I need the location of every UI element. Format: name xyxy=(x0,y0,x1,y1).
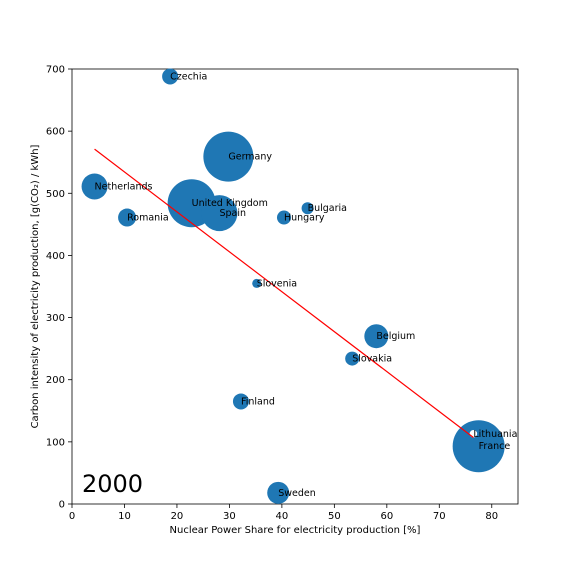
data-points xyxy=(81,68,505,504)
y-tick-label: 0 xyxy=(59,500,65,511)
data-point-marker xyxy=(267,481,290,504)
trend-line-group xyxy=(94,148,474,438)
y-tick-label: 700 xyxy=(46,65,65,76)
point-label: France xyxy=(479,441,511,452)
y-tick-label: 200 xyxy=(46,375,65,386)
point-label: Germany xyxy=(228,152,272,163)
x-tick-label: 10 xyxy=(118,511,131,522)
y-axis: 0 100 200 300 400 500 600 700 xyxy=(46,65,72,511)
year-annotation: 2000 xyxy=(82,470,143,498)
point-label: Spain xyxy=(219,208,246,219)
data-point-marker xyxy=(81,173,108,200)
point-label: Finland xyxy=(241,396,275,407)
data-point-marker xyxy=(364,324,389,349)
point-label: Hungary xyxy=(284,213,325,224)
trend-line xyxy=(94,148,474,438)
data-point-marker xyxy=(345,351,360,366)
x-tick-label: 30 xyxy=(223,511,236,522)
point-label: Romania xyxy=(127,213,169,224)
y-tick-label: 100 xyxy=(46,437,65,448)
data-point-marker xyxy=(252,278,262,288)
y-axis-label: Carbon intensity of electricity producti… xyxy=(30,144,41,428)
y-tick-label: 400 xyxy=(46,251,65,262)
data-point-marker xyxy=(201,195,238,232)
x-tick-label: 0 xyxy=(69,511,75,522)
point-label: Belgium xyxy=(376,331,415,342)
data-point-marker xyxy=(452,420,505,473)
data-point-marker xyxy=(301,202,314,215)
x-axis: 0 10 20 30 40 50 60 70 80 xyxy=(69,504,498,522)
x-tick-label: 60 xyxy=(380,511,393,522)
x-axis-label: Nuclear Power Share for electricity prod… xyxy=(170,525,421,536)
point-label: Slovakia xyxy=(352,354,392,365)
data-point-marker xyxy=(118,208,137,227)
x-tick-label: 40 xyxy=(276,511,289,522)
plot-area xyxy=(71,68,519,505)
point-label: Bulgaria xyxy=(308,203,347,214)
point-label: Slovenia xyxy=(257,278,297,289)
point-label: Czechia xyxy=(170,71,207,82)
x-tick-label: 70 xyxy=(433,511,446,522)
data-point-marker xyxy=(232,393,249,410)
point-label: Netherlands xyxy=(95,181,153,192)
y-tick-label: 500 xyxy=(46,189,65,200)
y-tick-label: 300 xyxy=(46,313,65,324)
point-label: Lithuania xyxy=(473,429,517,440)
x-tick-label: 50 xyxy=(328,511,341,522)
data-point-marker xyxy=(162,68,179,85)
x-tick-label: 80 xyxy=(485,511,498,522)
point-label: Sweden xyxy=(278,488,316,499)
data-point-marker xyxy=(276,210,291,225)
point-label: United Kingdom xyxy=(192,198,268,209)
y-tick-label: 600 xyxy=(46,127,65,138)
x-tick-label: 20 xyxy=(171,511,184,522)
data-point-marker xyxy=(203,131,254,182)
